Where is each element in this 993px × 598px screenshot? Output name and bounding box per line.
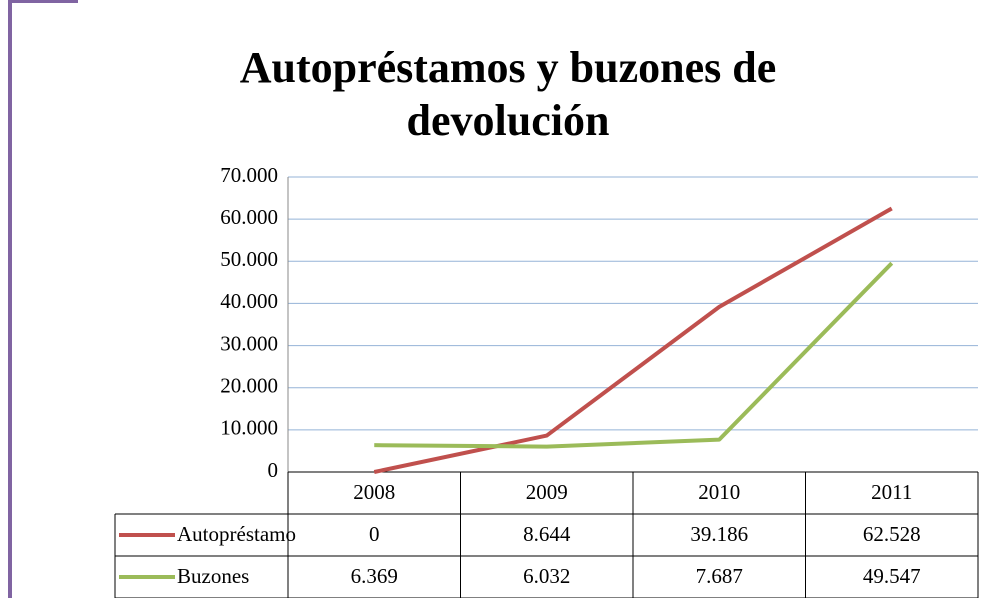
table-value: 6.369 bbox=[351, 564, 398, 588]
legend-label: Autopréstamo bbox=[177, 522, 296, 546]
table-value: 39.186 bbox=[690, 522, 748, 546]
table-value: 8.644 bbox=[523, 522, 571, 546]
frame-top bbox=[8, 0, 78, 3]
y-tick-label: 70.000 bbox=[220, 163, 278, 187]
table-value: 7.687 bbox=[696, 564, 743, 588]
table-value: 49.547 bbox=[863, 564, 921, 588]
x-tick-label: 2008 bbox=[353, 480, 395, 504]
y-tick-label: 20.000 bbox=[220, 374, 278, 398]
x-tick-label: 2009 bbox=[526, 480, 568, 504]
series-line bbox=[373, 206, 893, 474]
y-tick-label: 30.000 bbox=[220, 331, 278, 355]
y-tick-label: 40.000 bbox=[220, 289, 278, 313]
y-tick-label: 0 bbox=[268, 458, 279, 482]
table-value: 6.032 bbox=[523, 564, 570, 588]
table-value: 62.528 bbox=[863, 522, 921, 546]
chart-title: devolución bbox=[407, 96, 610, 145]
frame-left bbox=[8, 0, 12, 598]
table-value: 0 bbox=[369, 522, 380, 546]
x-tick-label: 2011 bbox=[871, 480, 912, 504]
chart-title: Autopréstamos y buzones de bbox=[240, 43, 777, 92]
legend-label: Buzones bbox=[177, 564, 249, 588]
y-tick-label: 10.000 bbox=[220, 416, 278, 440]
series-line bbox=[374, 261, 894, 449]
y-tick-label: 60.000 bbox=[220, 205, 278, 229]
x-tick-label: 2010 bbox=[698, 480, 740, 504]
y-tick-label: 50.000 bbox=[220, 247, 278, 271]
